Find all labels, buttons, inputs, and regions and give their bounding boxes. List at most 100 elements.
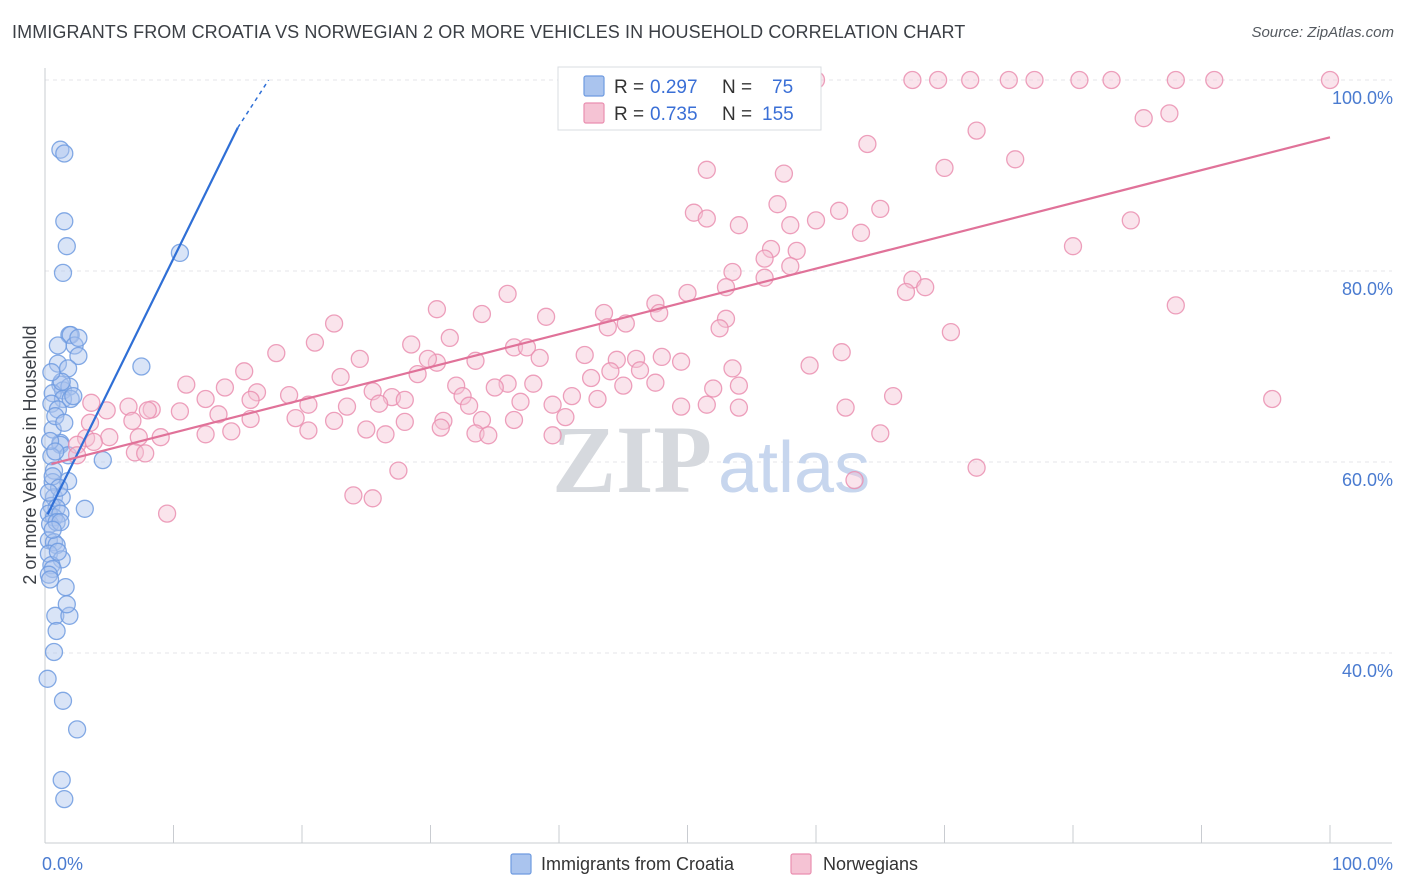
bottom-legend-label-croatia: Immigrants from Croatia	[541, 854, 735, 874]
legend-n-value-norwegians: 155	[762, 104, 794, 125]
point-norwegians-53	[324, 314, 344, 333]
point-norwegians-33	[755, 249, 774, 268]
point-norwegians-83	[729, 376, 749, 395]
point-norwegians-138	[84, 432, 103, 452]
point-norwegians-68	[350, 349, 369, 369]
gridlines	[45, 79, 1392, 654]
point-norwegians-44	[498, 284, 517, 304]
point-croatia-11	[69, 346, 88, 366]
point-norwegians-64	[626, 349, 646, 369]
point-norwegians-144	[363, 489, 382, 508]
point-croatia-3	[57, 237, 76, 256]
point-norwegians-78	[524, 374, 543, 393]
y-tick-label-80: 80.0%	[1342, 279, 1393, 299]
point-norwegians-102	[369, 394, 389, 413]
point-norwegians-80	[614, 376, 633, 395]
point-norwegians-8	[1166, 70, 1185, 90]
y-tick-label-100: 100.0%	[1332, 88, 1393, 108]
point-norwegians-12	[1134, 109, 1153, 128]
point-norwegians-28	[851, 223, 871, 242]
point-croatia-72	[42, 363, 61, 382]
point-norwegians-87	[215, 378, 235, 397]
point-norwegians-32	[787, 241, 806, 261]
point-norwegians-119	[556, 407, 575, 427]
point-norwegians-34	[781, 257, 800, 276]
point-croatia-66	[43, 520, 62, 539]
point-norwegians-81	[646, 373, 665, 392]
point-norwegians-46	[472, 304, 492, 324]
y-tick-label-40: 40.0%	[1342, 661, 1393, 681]
point-croatia-51	[46, 606, 65, 625]
point-norwegians-65	[652, 347, 671, 367]
legend-r-value-norwegians: 0.735	[650, 104, 698, 125]
point-norwegians-30	[1121, 211, 1140, 230]
point-croatia-35	[75, 499, 94, 518]
point-norwegians-122	[123, 411, 142, 431]
point-norwegians-120	[504, 410, 524, 430]
point-norwegians-9	[1205, 70, 1224, 90]
point-croatia-12	[132, 357, 151, 376]
point-norwegians-112	[209, 405, 228, 424]
x-tick-label-100: 100.0%	[1332, 854, 1393, 874]
point-norwegians-72	[671, 352, 691, 371]
point-croatia-4	[53, 263, 73, 283]
point-norwegians-92	[453, 386, 472, 406]
point-norwegians-35	[723, 262, 742, 282]
point-norwegians-21	[697, 209, 716, 228]
bottom-legend-label-norwegians: Norwegians	[823, 854, 918, 874]
legend-swatch-croatia	[583, 75, 605, 97]
point-croatia-2	[55, 212, 74, 231]
point-norwegians-31	[761, 239, 781, 259]
point-norwegians-99	[241, 390, 260, 410]
point-norwegians-77	[447, 376, 466, 395]
series-legend: Immigrants from Croatia Norwegians	[510, 853, 918, 875]
trend-line-croatia	[46, 127, 239, 516]
point-norwegians-108	[729, 398, 749, 417]
point-norwegians-57	[305, 333, 325, 352]
point-croatia-1	[55, 144, 74, 163]
point-norwegians-109	[119, 397, 138, 416]
point-norwegians-24	[871, 199, 890, 219]
point-croatia-54	[38, 669, 57, 688]
point-norwegians-56	[941, 322, 961, 342]
point-norwegians-107	[697, 395, 716, 414]
point-norwegians-48	[594, 303, 614, 323]
point-croatia-23	[43, 420, 62, 439]
point-norwegians-126	[299, 421, 318, 440]
point-norwegians-153	[418, 349, 438, 369]
point-norwegians-22	[768, 195, 787, 214]
point-norwegians-3	[961, 70, 980, 90]
point-norwegians-130	[479, 426, 498, 445]
point-croatia-70	[47, 621, 66, 641]
legend-r-value-croatia: 0.297	[650, 77, 698, 98]
point-norwegians-148	[136, 444, 155, 463]
point-norwegians-10	[1320, 70, 1340, 90]
point-norwegians-103	[395, 390, 414, 410]
point-norwegians-97	[1263, 389, 1282, 409]
legend-swatch-norwegians	[583, 102, 605, 124]
point-croatia-61	[46, 407, 65, 426]
trend-line-norwegians	[51, 136, 1331, 465]
point-croatia-53	[44, 642, 64, 662]
point-norwegians-147	[138, 401, 157, 420]
watermark: ZIP atlas	[552, 406, 870, 513]
legend-n-label-norwegians: N =	[722, 104, 752, 125]
point-norwegians-18	[697, 160, 716, 179]
point-norwegians-45	[427, 300, 447, 319]
point-norwegians-154	[836, 398, 855, 417]
point-norwegians-75	[331, 367, 350, 387]
point-norwegians-38	[916, 278, 935, 297]
point-norwegians-15	[858, 134, 877, 154]
point-norwegians-82	[704, 379, 723, 398]
point-croatia-67	[48, 542, 68, 561]
source-credit: Source: ZipAtlas.com	[1251, 24, 1394, 41]
point-norwegians-25	[729, 216, 749, 235]
point-norwegians-149	[431, 418, 450, 437]
point-norwegians-98	[196, 389, 215, 409]
point-norwegians-61	[575, 345, 594, 365]
axes	[44, 68, 1392, 844]
point-norwegians-2	[928, 70, 948, 90]
point-croatia-58	[55, 789, 74, 809]
point-norwegians-5	[1025, 70, 1044, 90]
